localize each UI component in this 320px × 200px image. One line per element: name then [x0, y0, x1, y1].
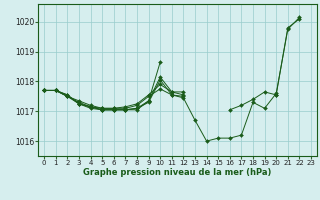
X-axis label: Graphe pression niveau de la mer (hPa): Graphe pression niveau de la mer (hPa) [84, 168, 272, 177]
